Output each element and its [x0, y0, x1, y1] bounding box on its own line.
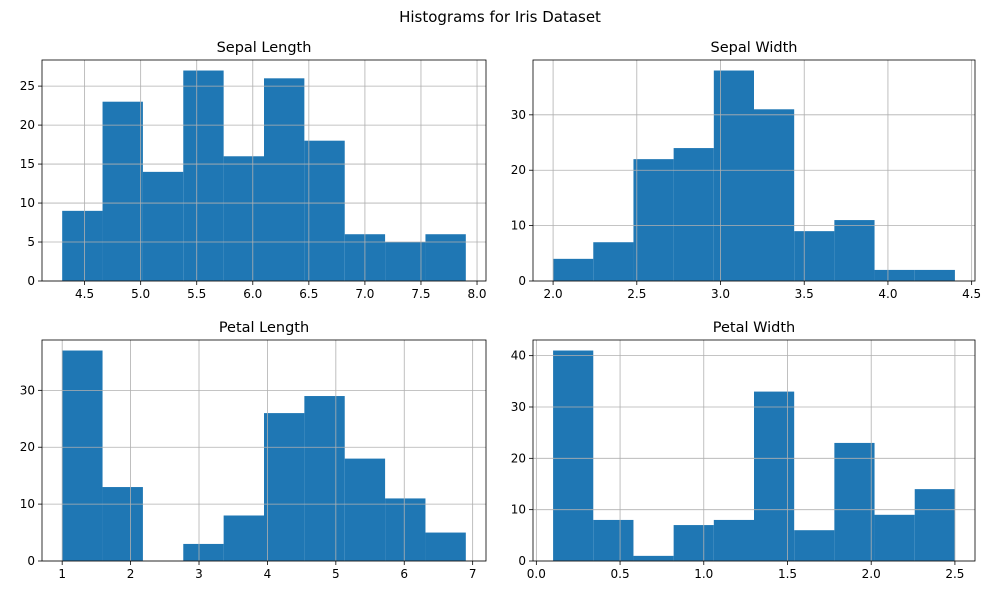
petal-length-panel: 1 2 3 4 5 6 7 0 10 20 30 Petal Length — [20, 320, 487, 581]
sepal-length-y-tick-label-5: 20 — [20, 118, 35, 132]
petal-width-y-tick-label-4: 30 — [511, 400, 526, 414]
sepal-width-bar-7 — [794, 231, 835, 281]
sepal-length-x-tick-label-2: 5.0 — [131, 287, 150, 301]
petal-length-bar-7 — [304, 396, 345, 561]
sepal-width-x-tick-label-2: 2.5 — [627, 287, 646, 301]
sepal-width-bar-9 — [874, 269, 915, 281]
petal-length-bar-1 — [62, 350, 103, 561]
sepal-length-y-tick-label-6: 25 — [20, 79, 35, 93]
sepal-width-y-tick-label-3: 20 — [511, 163, 526, 177]
petal-width-axes-frame — [532, 339, 976, 562]
sepal-length-panel: 4.5 5.0 5.5 6.0 6.5 7.0 7.5 8.0 0 5 10 15 20 25 Sepal … — [20, 40, 487, 301]
sepal-length-bar-9 — [385, 242, 426, 281]
petal-length-x-tick-label-2: 2 — [127, 567, 135, 581]
sepal-width-bar-2 — [593, 242, 634, 281]
sepal-width-y-tick-label-2: 10 — [511, 219, 526, 233]
petal-width-x-tick-label-3: 1.0 — [694, 567, 713, 581]
petal-length-bar-4 — [183, 543, 224, 561]
petal-length-bar-9 — [385, 498, 426, 561]
petal-width-x-tick-label-6: 2.5 — [945, 567, 964, 581]
petal-length-y-tick-label-2: 10 — [20, 497, 35, 511]
petal-width-bar-7 — [794, 530, 835, 561]
sepal-width-bar-8 — [834, 220, 875, 281]
petal-width-bar-9 — [874, 514, 915, 561]
sepal-length-x-tick-label-7: 7.5 — [411, 287, 430, 301]
petal-length-bar-10 — [425, 532, 466, 561]
petal-width-x-tick-label-4: 1.5 — [778, 567, 797, 581]
sepal-length-bar-10 — [425, 234, 466, 281]
sepal-length-x-tick-label-6: 7.0 — [355, 287, 374, 301]
petal-width-bar-1 — [553, 350, 594, 561]
petal-length-axes-frame — [41, 339, 487, 562]
sepal-length-y-tick-label-4: 15 — [20, 157, 35, 171]
sepal-length-bar-6 — [264, 78, 305, 282]
sepal-width-bar-5 — [713, 70, 754, 282]
petal-width-bar-5 — [713, 519, 754, 561]
sepal-length-y-tick-label-1: 0 — [27, 274, 35, 288]
petal-width-y-tick-label-1: 0 — [518, 554, 526, 568]
petal-length-x-tick-label-7: 7 — [469, 567, 477, 581]
petal-width-bar-6 — [754, 391, 795, 561]
petal-width-bar-10 — [914, 489, 955, 561]
sepal-length-y-tick-label-3: 10 — [20, 196, 35, 210]
petal-width-x-tick-label-2: 0.5 — [611, 567, 630, 581]
sepal-width-title: Sepal Width — [711, 40, 798, 56]
petal-length-bar-8 — [344, 458, 386, 561]
figure-title: Histograms for Iris Dataset — [399, 8, 601, 26]
sepal-width-x-tick-label-4: 3.5 — [795, 287, 814, 301]
sepal-length-bar-2 — [102, 101, 143, 281]
petal-width-y-tick-label-3: 20 — [511, 451, 526, 465]
sepal-length-y-tick-label-2: 5 — [27, 235, 35, 249]
sepal-width-bar-1 — [553, 258, 594, 281]
sepal-length-x-tick-label-8: 8.0 — [467, 287, 486, 301]
petal-length-title: Petal Length — [219, 320, 309, 336]
petal-width-panel: 0.0 0.5 1.0 1.5 2.0 2.5 0 10 20 30 40 Petal Width — [511, 320, 976, 581]
petal-width-y-tick-label-5: 40 — [511, 349, 526, 363]
petal-length-x-tick-label-3: 3 — [195, 567, 203, 581]
sepal-width-panel: 2.0 2.5 3.0 3.5 4.0 4.5 0 10 20 30 Sepal Width — [511, 40, 981, 301]
sepal-length-x-tick-label-3: 5.5 — [187, 287, 206, 301]
sepal-width-y-tick-label-4: 30 — [511, 108, 526, 122]
petal-width-bar-2 — [593, 519, 634, 561]
sepal-length-bar-5 — [223, 156, 264, 281]
sepal-length-bar-7 — [304, 140, 345, 281]
sepal-width-bar-4 — [673, 148, 714, 281]
sepal-width-x-tick-label-1: 2.0 — [544, 287, 563, 301]
petal-length-bar-6 — [264, 413, 305, 561]
petal-width-title: Petal Width — [713, 320, 795, 336]
petal-length-y-tick-label-3: 20 — [20, 440, 35, 454]
petal-length-bar-2 — [102, 487, 143, 561]
petal-width-bar-4 — [673, 525, 714, 561]
petal-length-x-tick-label-4: 4 — [264, 567, 272, 581]
petal-length-x-tick-label-5: 5 — [332, 567, 340, 581]
petal-length-y-tick-label-1: 0 — [27, 554, 35, 568]
sepal-length-x-tick-label-4: 6.0 — [243, 287, 262, 301]
petal-length-bar-5 — [223, 515, 264, 561]
petal-length-y-tick-label-4: 30 — [20, 383, 35, 397]
sepal-width-bar-6 — [754, 109, 795, 281]
sepal-width-x-tick-label-3: 3.0 — [711, 287, 730, 301]
petal-width-y-tick-label-2: 10 — [511, 503, 526, 517]
petal-length-x-tick-label-6: 6 — [400, 567, 408, 581]
sepal-width-bar-10 — [914, 269, 955, 281]
petal-width-x-tick-label-5: 2.0 — [862, 567, 881, 581]
sepal-width-x-tick-label-5: 4.0 — [878, 287, 897, 301]
petal-length-x-tick-label-1: 1 — [58, 567, 66, 581]
petal-width-bar-8 — [834, 442, 875, 561]
petal-width-bar-3 — [633, 555, 674, 561]
sepal-length-x-tick-label-5: 6.5 — [299, 287, 318, 301]
sepal-length-bar-1 — [62, 210, 103, 281]
sepal-length-bar-3 — [142, 171, 184, 281]
sepal-width-y-tick-label-1: 0 — [518, 274, 526, 288]
sepal-length-bar-4 — [183, 70, 224, 282]
sepal-width-x-tick-label-6: 4.5 — [962, 287, 981, 301]
petal-width-x-tick-label-1: 0.0 — [527, 567, 546, 581]
sepal-length-axes-frame — [41, 59, 487, 282]
sepal-length-title: Sepal Length — [217, 40, 312, 56]
sepal-width-bar-3 — [633, 159, 674, 281]
sepal-length-x-tick-label-1: 4.5 — [75, 287, 94, 301]
